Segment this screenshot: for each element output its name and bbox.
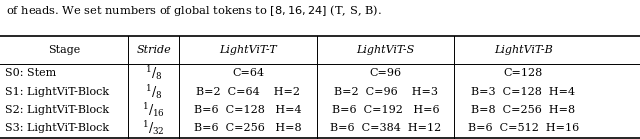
Text: $\mathregular{{}^{1}/_{8}}$: $\mathregular{{}^{1}/_{8}}$ (145, 83, 163, 100)
Text: S3: LightViT-Block: S3: LightViT-Block (5, 123, 109, 133)
Text: B=6  C=512  H=16: B=6 C=512 H=16 (468, 123, 579, 133)
Text: Stage: Stage (48, 45, 80, 55)
Text: $\mathregular{{}^{1}/_{16}}$: $\mathregular{{}^{1}/_{16}}$ (142, 101, 165, 119)
Text: C=128: C=128 (504, 68, 543, 78)
Text: B=6  C=192   H=6: B=6 C=192 H=6 (332, 105, 440, 115)
Text: LightViT-B: LightViT-B (494, 45, 552, 55)
Text: LightViT-S: LightViT-S (356, 45, 415, 55)
Text: B=6  C=384  H=12: B=6 C=384 H=12 (330, 123, 441, 133)
Text: B=6  C=256   H=8: B=6 C=256 H=8 (194, 123, 302, 133)
Text: of heads. We set numbers of global tokens to $[8, 16, 24]$ (T, S, B).: of heads. We set numbers of global token… (6, 3, 382, 18)
Text: B=2  C=64    H=2: B=2 C=64 H=2 (196, 87, 300, 97)
Text: B=3  C=128  H=4: B=3 C=128 H=4 (471, 87, 575, 97)
Text: C=96: C=96 (369, 68, 402, 78)
Text: $\mathregular{{}^{1}/_{8}}$: $\mathregular{{}^{1}/_{8}}$ (145, 64, 163, 82)
Text: S0: Stem: S0: Stem (5, 68, 56, 78)
Text: B=2  C=96    H=3: B=2 C=96 H=3 (333, 87, 438, 97)
Text: B=8  C=256  H=8: B=8 C=256 H=8 (471, 105, 575, 115)
Text: $\mathregular{{}^{1}/_{32}}$: $\mathregular{{}^{1}/_{32}}$ (142, 119, 165, 137)
Text: S1: LightViT-Block: S1: LightViT-Block (5, 87, 109, 97)
Text: S2: LightViT-Block: S2: LightViT-Block (5, 105, 109, 115)
Text: B=6  C=128   H=4: B=6 C=128 H=4 (194, 105, 302, 115)
Text: C=64: C=64 (232, 68, 264, 78)
Text: LightViT-T: LightViT-T (219, 45, 277, 55)
Text: Stride: Stride (136, 45, 171, 55)
